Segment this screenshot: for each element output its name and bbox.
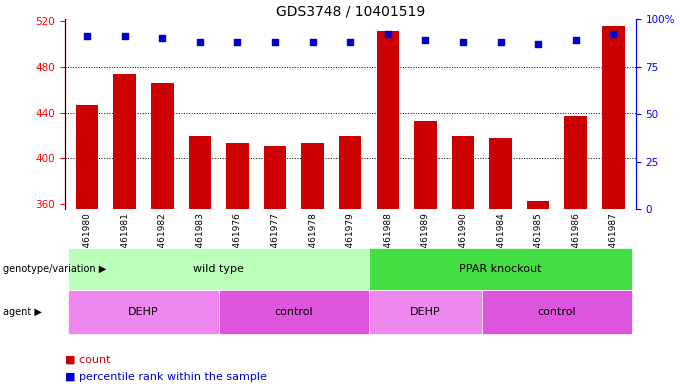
Title: GDS3748 / 10401519: GDS3748 / 10401519: [275, 4, 425, 18]
Bar: [452, 136, 474, 209]
Point: [307, 39, 318, 45]
Point: [119, 33, 130, 40]
Bar: [377, 31, 399, 209]
Bar: [264, 146, 286, 209]
Text: ■ count: ■ count: [65, 355, 110, 365]
Point: [495, 39, 506, 45]
Text: genotype/variation ▶: genotype/variation ▶: [3, 264, 107, 274]
Point: [194, 39, 205, 45]
Bar: [489, 137, 512, 209]
Text: wild type: wild type: [193, 264, 244, 274]
Point: [382, 31, 393, 38]
Point: [345, 39, 356, 45]
Point: [157, 35, 168, 41]
Bar: [564, 116, 587, 209]
Bar: [527, 201, 549, 209]
Bar: [339, 136, 362, 209]
Bar: [301, 143, 324, 209]
Bar: [114, 74, 136, 209]
Bar: [76, 104, 99, 209]
Point: [269, 39, 280, 45]
Point: [82, 33, 92, 40]
Text: agent ▶: agent ▶: [3, 307, 42, 317]
Text: control: control: [275, 307, 313, 317]
Point: [232, 39, 243, 45]
Point: [532, 41, 543, 47]
Text: PPAR knockout: PPAR knockout: [459, 264, 542, 274]
Point: [458, 39, 469, 45]
Bar: [151, 83, 173, 209]
Bar: [188, 136, 211, 209]
Bar: [602, 26, 624, 209]
Point: [571, 37, 581, 43]
Point: [608, 31, 619, 38]
Text: DEHP: DEHP: [410, 307, 441, 317]
Text: control: control: [538, 307, 576, 317]
Text: DEHP: DEHP: [129, 307, 159, 317]
Text: ■ percentile rank within the sample: ■ percentile rank within the sample: [65, 372, 267, 382]
Bar: [414, 121, 437, 209]
Bar: [226, 143, 249, 209]
Point: [420, 37, 431, 43]
